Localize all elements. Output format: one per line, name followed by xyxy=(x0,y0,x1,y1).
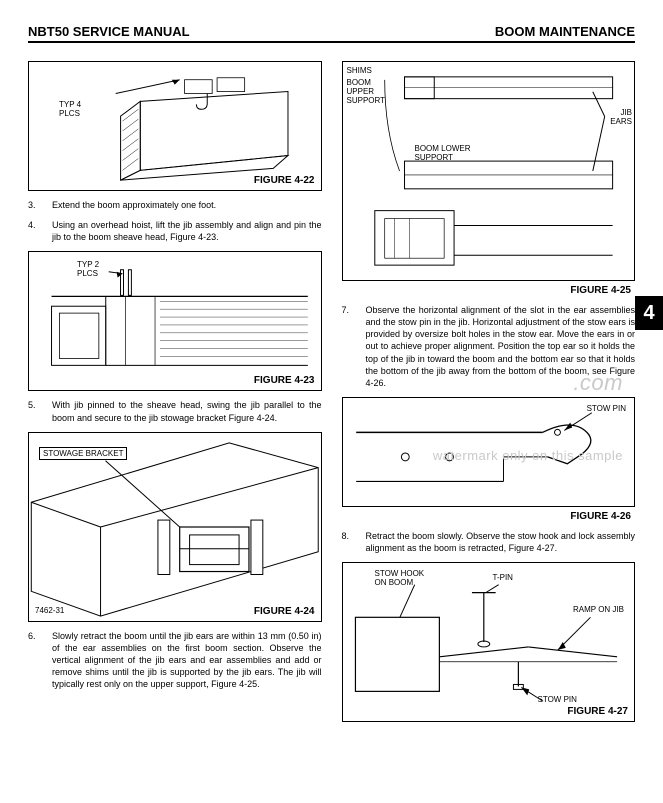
step-6: 6. Slowly retract the boom until the jib… xyxy=(28,630,322,691)
figure-4-25: SHIMS BOOM UPPER SUPPORT JIB EARS BOOM L… xyxy=(342,61,636,281)
annot-lower-support: BOOM LOWER SUPPORT xyxy=(415,144,471,162)
section-tab: 4 xyxy=(635,296,663,330)
annot-stow-pin-26: STOW PIN xyxy=(587,404,626,413)
step-text: Observe the horizontal alignment of the … xyxy=(366,304,636,389)
step-text: Extend the boom approximately one foot. xyxy=(52,199,322,211)
fig24-code: 7462-31 xyxy=(35,606,64,615)
annot-upper-support: BOOM UPPER SUPPORT xyxy=(347,78,386,105)
page: NBT50 SERVICE MANUAL BOOM MAINTENANCE xyxy=(0,0,663,803)
step-text: Using an overhead hoist, lift the jib as… xyxy=(52,219,322,243)
left-column: TYP 4 PLCS FIGURE 4-22 3. Extend the boo… xyxy=(28,61,322,730)
step-text: Slowly retract the boom until the jib ea… xyxy=(52,630,322,691)
fig-label-4-27: FIGURE 4-27 xyxy=(567,706,628,717)
annot-ramp: RAMP ON JIB xyxy=(573,605,624,614)
step-num: 6. xyxy=(28,630,42,691)
fig-label-4-26: FIGURE 4-26 xyxy=(342,511,636,522)
figure-4-22: TYP 4 PLCS FIGURE 4-22 xyxy=(28,61,322,191)
annot-stow-pin-27: STOW PIN xyxy=(538,695,577,704)
annot-tpin: T-PIN xyxy=(493,573,513,582)
step-num: 5. xyxy=(28,399,42,423)
annot-jib-ears: JIB EARS xyxy=(610,108,632,126)
figure-4-27: STOW HOOK ON BOOM T-PIN RAMP ON JIB STOW… xyxy=(342,562,636,722)
step-text: With jib pinned to the sheave head, swin… xyxy=(52,399,322,423)
step-text: Retract the boom slowly. Observe the sto… xyxy=(366,530,636,554)
fig-label-4-23: FIGURE 4-23 xyxy=(254,375,315,386)
annot-stow-hook: STOW HOOK ON BOOM xyxy=(375,569,425,587)
page-header: NBT50 SERVICE MANUAL BOOM MAINTENANCE xyxy=(28,24,635,43)
figure-4-24: STOWAGE BRACKET 7462-31 FIGURE 4-24 xyxy=(28,432,322,622)
step-num: 4. xyxy=(28,219,42,243)
two-column-layout: TYP 4 PLCS FIGURE 4-22 3. Extend the boo… xyxy=(28,61,635,730)
step-4: 4. Using an overhead hoist, lift the jib… xyxy=(28,219,322,243)
annot-typ2: TYP 2 PLCS xyxy=(77,260,99,278)
figure-4-23: TYP 2 PLCS FIGURE 4-23 xyxy=(28,251,322,391)
step-7: 7. Observe the horizontal alignment of t… xyxy=(342,304,636,389)
header-left: NBT50 SERVICE MANUAL xyxy=(28,24,190,39)
figure-4-26: STOW PIN xyxy=(342,397,636,507)
step-5: 5. With jib pinned to the sheave head, s… xyxy=(28,399,322,423)
annot-typ4: TYP 4 PLCS xyxy=(59,100,81,118)
fig-label-4-22: FIGURE 4-22 xyxy=(254,175,315,186)
step-8: 8. Retract the boom slowly. Observe the … xyxy=(342,530,636,554)
fig-label-4-24: FIGURE 4-24 xyxy=(254,606,315,617)
step-num: 7. xyxy=(342,304,356,389)
annot-shims: SHIMS xyxy=(347,66,372,75)
step-3: 3. Extend the boom approximately one foo… xyxy=(28,199,322,211)
header-right: BOOM MAINTENANCE xyxy=(495,24,635,39)
annot-stowage-bracket: STOWAGE BRACKET xyxy=(39,447,127,460)
step-num: 3. xyxy=(28,199,42,211)
fig-label-4-25: FIGURE 4-25 xyxy=(342,285,636,296)
right-column: SHIMS BOOM UPPER SUPPORT JIB EARS BOOM L… xyxy=(342,61,636,730)
step-num: 8. xyxy=(342,530,356,554)
